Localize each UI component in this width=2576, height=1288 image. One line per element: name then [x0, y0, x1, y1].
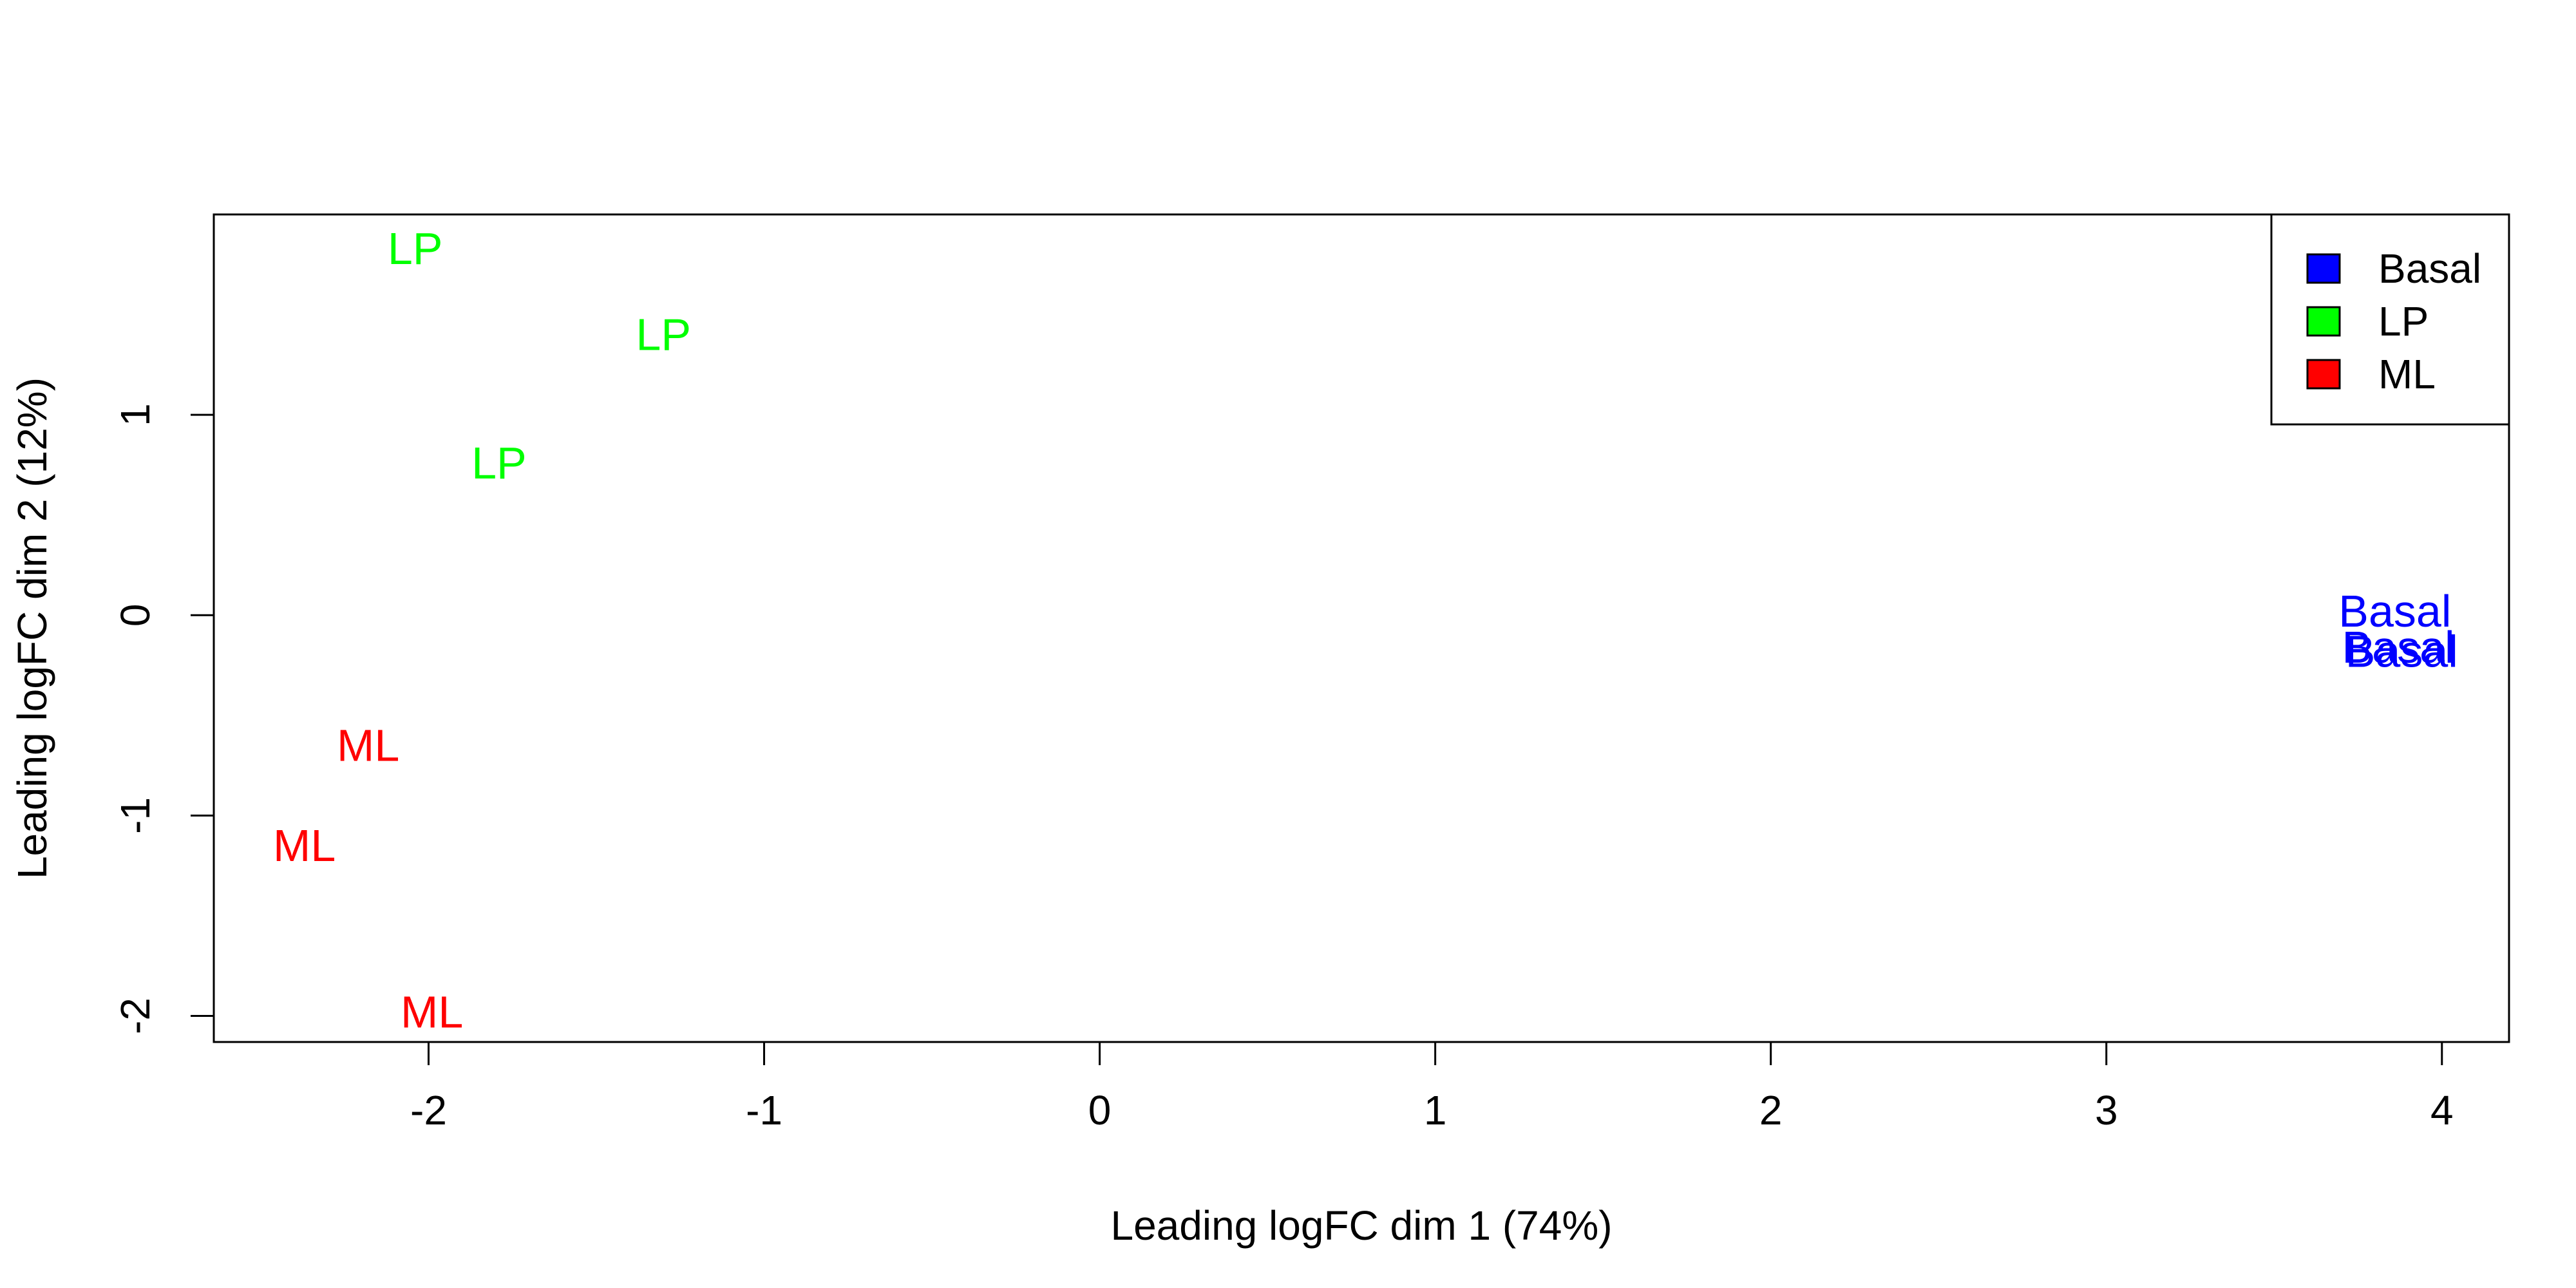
- y-tick-label: -1: [112, 797, 158, 834]
- y-tick-label: 0: [112, 603, 158, 627]
- plot-frame: [213, 213, 2510, 1043]
- legend: Basal LP ML: [2270, 213, 2510, 426]
- plot-area: [213, 213, 2510, 1043]
- legend-swatch-basal: [2306, 253, 2341, 284]
- point-label-ml: ML: [273, 820, 336, 871]
- x-tick-label: 3: [2095, 1087, 2118, 1133]
- x-tick-label: 2: [1759, 1087, 1783, 1133]
- x-tick-label: 0: [1088, 1087, 1112, 1133]
- y-axis-title: Leading logFC dim 2 (12%): [9, 377, 55, 879]
- x-tick-label: -1: [746, 1087, 782, 1133]
- legend-swatch-ml: [2306, 359, 2341, 390]
- x-axis: -2 -1 0 1 2 3 4: [410, 1042, 2454, 1133]
- point-label-basal: Basal: [2338, 586, 2451, 636]
- point-label-basal: Basal: [2342, 622, 2454, 672]
- point-label-ml: ML: [337, 721, 399, 771]
- x-tick-label: 1: [1424, 1087, 1447, 1133]
- y-tick-label: 1: [112, 403, 158, 426]
- point-label-ml: ML: [401, 987, 463, 1037]
- legend-label-basal: Basal: [2378, 245, 2481, 292]
- point-label-lp: LP: [388, 223, 443, 274]
- x-axis-title: Leading logFC dim 1 (74%): [1110, 1202, 1612, 1249]
- legend-swatch-lp: [2306, 306, 2341, 337]
- point-label-basal: Basal: [2345, 626, 2458, 676]
- x-tick-label: -2: [410, 1087, 447, 1133]
- y-tick-label: -2: [112, 998, 158, 1034]
- point-label-lp: LP: [636, 310, 691, 360]
- legend-label-ml: ML: [2378, 351, 2436, 397]
- x-tick-label: 4: [2430, 1087, 2454, 1133]
- legend-label-lp: LP: [2378, 298, 2429, 345]
- point-label-lp: LP: [471, 438, 527, 488]
- y-axis: -2 -1 0 1: [112, 403, 214, 1034]
